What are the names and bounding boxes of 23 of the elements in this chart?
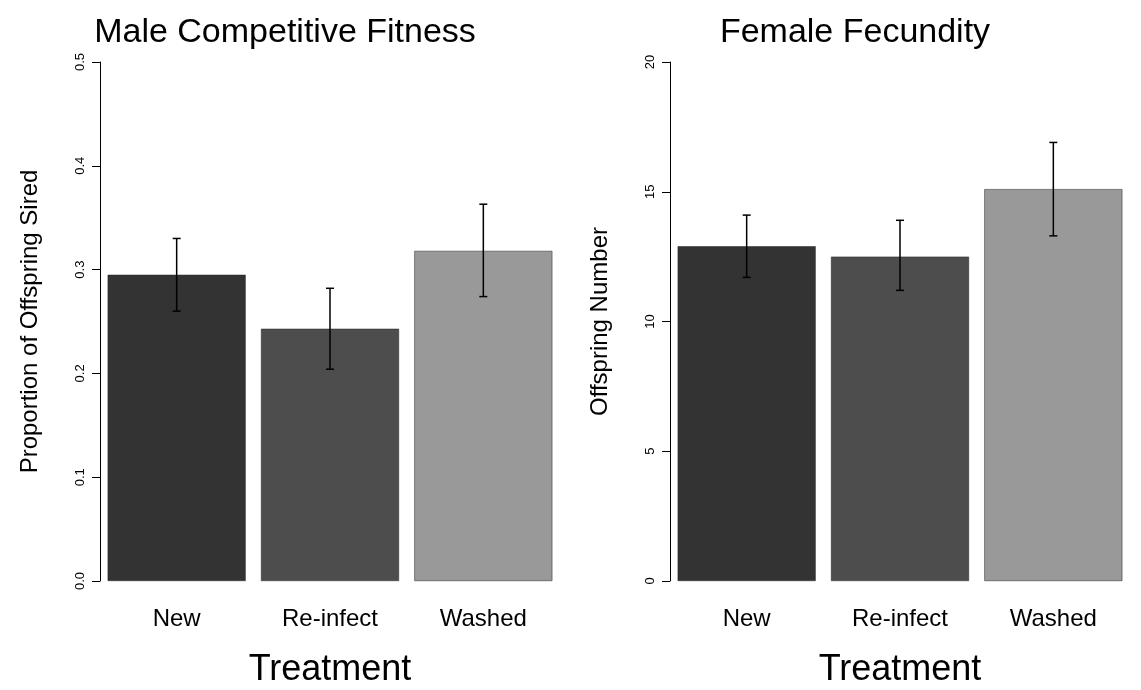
y-tick-label: 15 [642,184,657,199]
y-tick-label: 0.2 [72,364,87,383]
x-tick-label: New [152,603,202,631]
chart-title: Female Fecundity [719,11,991,49]
y-tick-label: 20 [642,54,657,70]
x-tick-label: Washed [1009,603,1097,631]
y-axis-title: Offspring Number [584,227,612,416]
x-tick-label: Re-infect [851,603,949,631]
y-tick-label: 0.3 [72,260,87,279]
x-tick-label: Washed [439,603,527,631]
x-axis-title: Treatment [818,646,982,688]
y-tick-label: 0.0 [72,571,87,591]
y-axis-title: Proportion of Offspring Sired [14,169,42,474]
y-tick-label: 10 [642,314,657,329]
x-tick-label: Re-infect [281,603,379,631]
chart-title: Male Competitive Fitness [94,11,476,49]
y-tick-label: 0.1 [72,468,87,487]
y-tick-label: 0.4 [72,156,87,175]
x-axis-title: Treatment [248,646,412,688]
y-tick-label: 0.5 [72,52,87,72]
y-tick-label: 0 [642,577,657,585]
x-tick-label: New [722,603,772,631]
y-tick-label: 5 [642,447,657,455]
